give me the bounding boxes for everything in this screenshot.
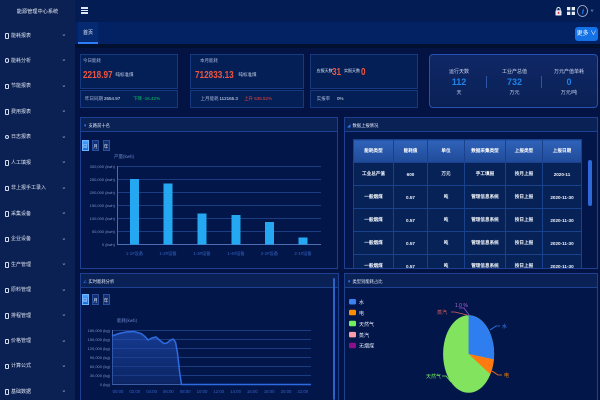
svg-text:12:00: 12:00 — [213, 389, 224, 394]
svg-text:300,000 (kwh): 300,000 (kwh) — [90, 164, 116, 169]
svg-text:1.0 %: 1.0 % — [455, 303, 468, 309]
svg-text:电: 电 — [359, 310, 364, 317]
svg-text:1-4#设备: 1-4#设备 — [227, 250, 245, 257]
svg-text:22:00: 22:00 — [297, 389, 308, 394]
svg-text:水: 水 — [359, 299, 364, 306]
svg-text:60,000 (kg): 60,000 (kg) — [90, 364, 111, 369]
svg-text:1-2#设备: 1-2#设备 — [159, 250, 177, 257]
svg-text:水: 水 — [502, 323, 507, 330]
svg-text:1-3#设备: 1-3#设备 — [193, 250, 211, 257]
svg-text:蒸汽: 蒸汽 — [359, 332, 369, 339]
svg-text:04:00: 04:00 — [146, 389, 157, 394]
svg-text:02:00: 02:00 — [129, 389, 140, 394]
svg-text:00:00: 00:00 — [113, 389, 124, 394]
svg-text:20:00: 20:00 — [281, 389, 292, 394]
svg-text:无烟煤: 无烟煤 — [359, 343, 374, 350]
svg-text:天然气: 天然气 — [426, 373, 441, 380]
svg-text:16:00: 16:00 — [247, 389, 258, 394]
svg-text:150,000 (kg): 150,000 (kg) — [88, 337, 111, 342]
svg-text:08:00: 08:00 — [180, 389, 191, 394]
svg-text:0 (kwh): 0 (kwh) — [102, 242, 116, 247]
svg-text:120,000 (kg): 120,000 (kg) — [88, 346, 111, 351]
svg-text:能耗(kwh): 能耗(kwh) — [117, 317, 138, 324]
svg-text:电: 电 — [504, 372, 509, 379]
svg-text:06:00: 06:00 — [163, 389, 174, 394]
svg-text:30,000 (kg): 30,000 (kg) — [90, 373, 111, 378]
svg-text:180,000 (kg): 180,000 (kg) — [88, 328, 111, 333]
svg-text:10:00: 10:00 — [197, 389, 208, 394]
svg-text:18:00: 18:00 — [264, 389, 275, 394]
svg-text:2-2#设备: 2-2#设备 — [261, 250, 279, 257]
svg-text:250,000 (kwh): 250,000 (kwh) — [90, 177, 116, 182]
svg-text:蒸汽: 蒸汽 — [437, 309, 447, 316]
svg-text:0 (kg): 0 (kg) — [100, 382, 111, 387]
svg-text:产量(kwh): 产量(kwh) — [114, 153, 135, 160]
svg-text:100,000 (kwh): 100,000 (kwh) — [90, 216, 116, 221]
svg-text:1-1#设备: 1-1#设备 — [126, 250, 144, 257]
svg-text:150,000 (kwh): 150,000 (kwh) — [90, 203, 116, 208]
svg-text:天然气: 天然气 — [359, 321, 374, 328]
svg-text:90,000 (kg): 90,000 (kg) — [90, 355, 111, 360]
svg-text:14:00: 14:00 — [230, 389, 241, 394]
svg-text:50,000 (kwh): 50,000 (kwh) — [92, 229, 116, 234]
svg-text:200,000 (kwh): 200,000 (kwh) — [90, 190, 116, 195]
svg-text:2-1#设备: 2-1#设备 — [294, 250, 312, 257]
